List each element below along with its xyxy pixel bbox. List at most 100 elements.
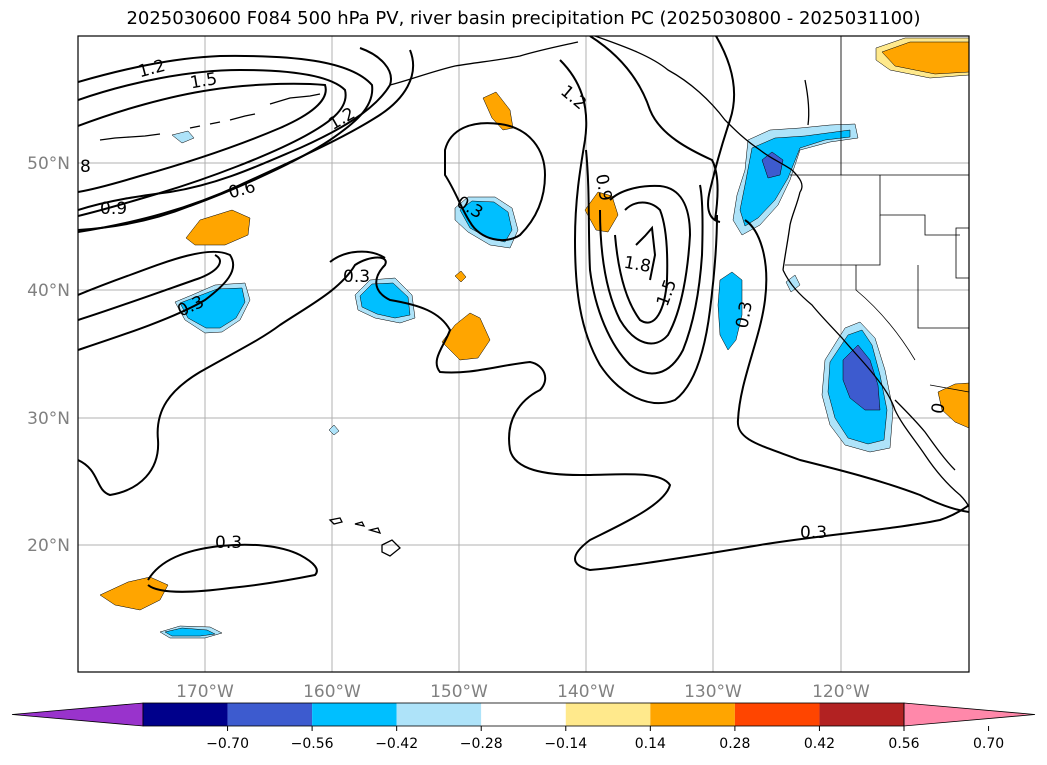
contour-0-3-150w (444, 122, 547, 242)
contour-1-2-west (78, 54, 374, 231)
lat-label-30n: 30°N (27, 409, 70, 429)
negative-anomaly-pnw-core (739, 129, 851, 227)
pv-contours (78, 36, 969, 593)
hawaii (328, 517, 401, 557)
colorbar-tick-label: −0.28 (460, 736, 503, 752)
colorbar-tick-label: 0.28 (719, 736, 750, 752)
negative-anomaly-ca-dark (842, 344, 881, 411)
map-frame (77, 35, 970, 673)
aleutians (99, 93, 321, 141)
positive-anomaly-170w (185, 209, 251, 246)
colorbar-extend-max (903, 702, 1036, 727)
colorbar-tick-label: −0.70 (206, 736, 249, 752)
bc-coast (782, 191, 801, 271)
contour-label: 0.9 (100, 199, 127, 219)
contour-1-2-trough (589, 36, 719, 221)
contour-1-2-trough-inner (585, 149, 704, 375)
negative-anomaly-pnw-dark (761, 151, 784, 179)
contour-0-3-east (736, 219, 969, 513)
negative-anomaly-130w (717, 271, 743, 351)
contour-label: 0.3 (800, 523, 827, 543)
contour-0-3-west (78, 250, 235, 351)
lat-label-50n: 50°N (27, 154, 70, 174)
colorbar-tick-label: 0.56 (888, 736, 919, 752)
us-west-coast (782, 269, 969, 508)
colorbar-tick-label: −0.42 (375, 736, 418, 752)
colorbar: −0.70 −0.56 −0.42 −0.28 −0.14 0.14 0.28 0.42 0.5… (11, 702, 1036, 752)
contour-label: 1.8 (622, 253, 652, 277)
colorbar-segment (650, 703, 735, 726)
negative-anomaly-coast-dot (785, 274, 801, 293)
colorbar-segment (734, 703, 820, 726)
colorbar-extend-min (11, 702, 144, 727)
longitude-labels: 170°W 160°W 150°W 140°W 130°W 120°W (176, 682, 870, 702)
political-boundaries (785, 36, 969, 393)
colorbar-frame (142, 702, 905, 727)
contour-label: 0.9 (591, 173, 615, 203)
contour-0-9 (78, 47, 392, 211)
lon-label-150w: 150°W (430, 682, 488, 702)
alaska-peninsula (389, 41, 579, 86)
map-title: 2025030600 F084 500 hPa PV, river basin … (126, 8, 921, 29)
precip-shading (99, 37, 969, 639)
baja (894, 399, 956, 471)
contour-label: 1.5 (189, 69, 219, 93)
colorbar-segment (143, 703, 228, 726)
contour-label: 8 (80, 157, 91, 177)
colorbar-tick-label: 0.70 (973, 736, 1004, 752)
colorbar-segment (481, 703, 566, 726)
contour-1-8-tip (635, 225, 657, 281)
negative-anomaly-aleutian (171, 130, 195, 144)
negative-anomaly-170w-core (179, 287, 246, 329)
contour-label: 0.3 (732, 300, 756, 330)
negative-anomaly-160w-core (359, 282, 411, 319)
positive-anomaly-south (99, 576, 169, 611)
negative-anomaly-dot (328, 424, 340, 436)
lon-label-160w: 160°W (303, 682, 361, 702)
contour-1-5-west (78, 68, 347, 217)
colorbar-segment (227, 703, 313, 726)
alaska-coast (594, 36, 803, 193)
contour-0-3-big (78, 256, 969, 572)
lon-label-140w: 140°W (557, 682, 615, 702)
north-america-north (804, 79, 810, 126)
lat-label-20n: 20°N (27, 536, 70, 556)
coastlines (99, 36, 969, 557)
positive-anomaly-140w (584, 191, 619, 233)
contour-label: 0.6 (226, 177, 257, 203)
lon-label-120w: 120°W (812, 682, 870, 702)
positive-anomaly-150w (441, 312, 491, 361)
contour-labels: 1.2 1.5 1.2 8 0.6 0.9 0.3 0.3 0.3 1.2 0.… (80, 56, 950, 553)
colorbar-tick-label: 0.42 (804, 736, 835, 752)
colorbar-tick-label: 0.14 (635, 736, 666, 752)
contour-0-3-mid (329, 250, 386, 263)
negative-anomaly-150w-north-core (459, 200, 513, 243)
contour-label: 0.3 (343, 267, 370, 287)
latitude-labels: 50°N 40°N 30°N 20°N (27, 154, 70, 556)
positive-anomaly-baja (937, 382, 969, 429)
contour-0-3-inner-170 (78, 254, 221, 321)
colorbar-tick-label: −0.14 (544, 736, 587, 752)
contour-label: 0 (928, 401, 950, 415)
lon-label-130w: 130°W (684, 682, 742, 702)
colorbar-segment (396, 703, 482, 726)
colorbar-segment (565, 703, 651, 726)
contour-label: 1.5 (653, 277, 681, 309)
colorbar-segment (819, 703, 904, 726)
positive-anomaly-alaska-core (881, 41, 969, 75)
contour-0-3-south (147, 543, 318, 593)
contour-0-9-trough (559, 59, 718, 405)
negative-anomaly-south-core (164, 627, 216, 637)
contour-label: 0.3 (215, 533, 242, 553)
colorbar-segment (312, 703, 397, 726)
contour-1-8-trough (614, 201, 669, 324)
colorbar-tick-label: −0.56 (291, 736, 334, 752)
lat-label-40n: 40°N (27, 281, 70, 301)
contour-0-6 (78, 49, 415, 233)
contour-1-5-trough (599, 184, 692, 345)
contour-1-8-west (78, 82, 327, 193)
contour-0-3-ne (707, 36, 736, 223)
positive-anomaly-dot (454, 270, 467, 283)
lon-label-170w: 170°W (176, 682, 234, 702)
